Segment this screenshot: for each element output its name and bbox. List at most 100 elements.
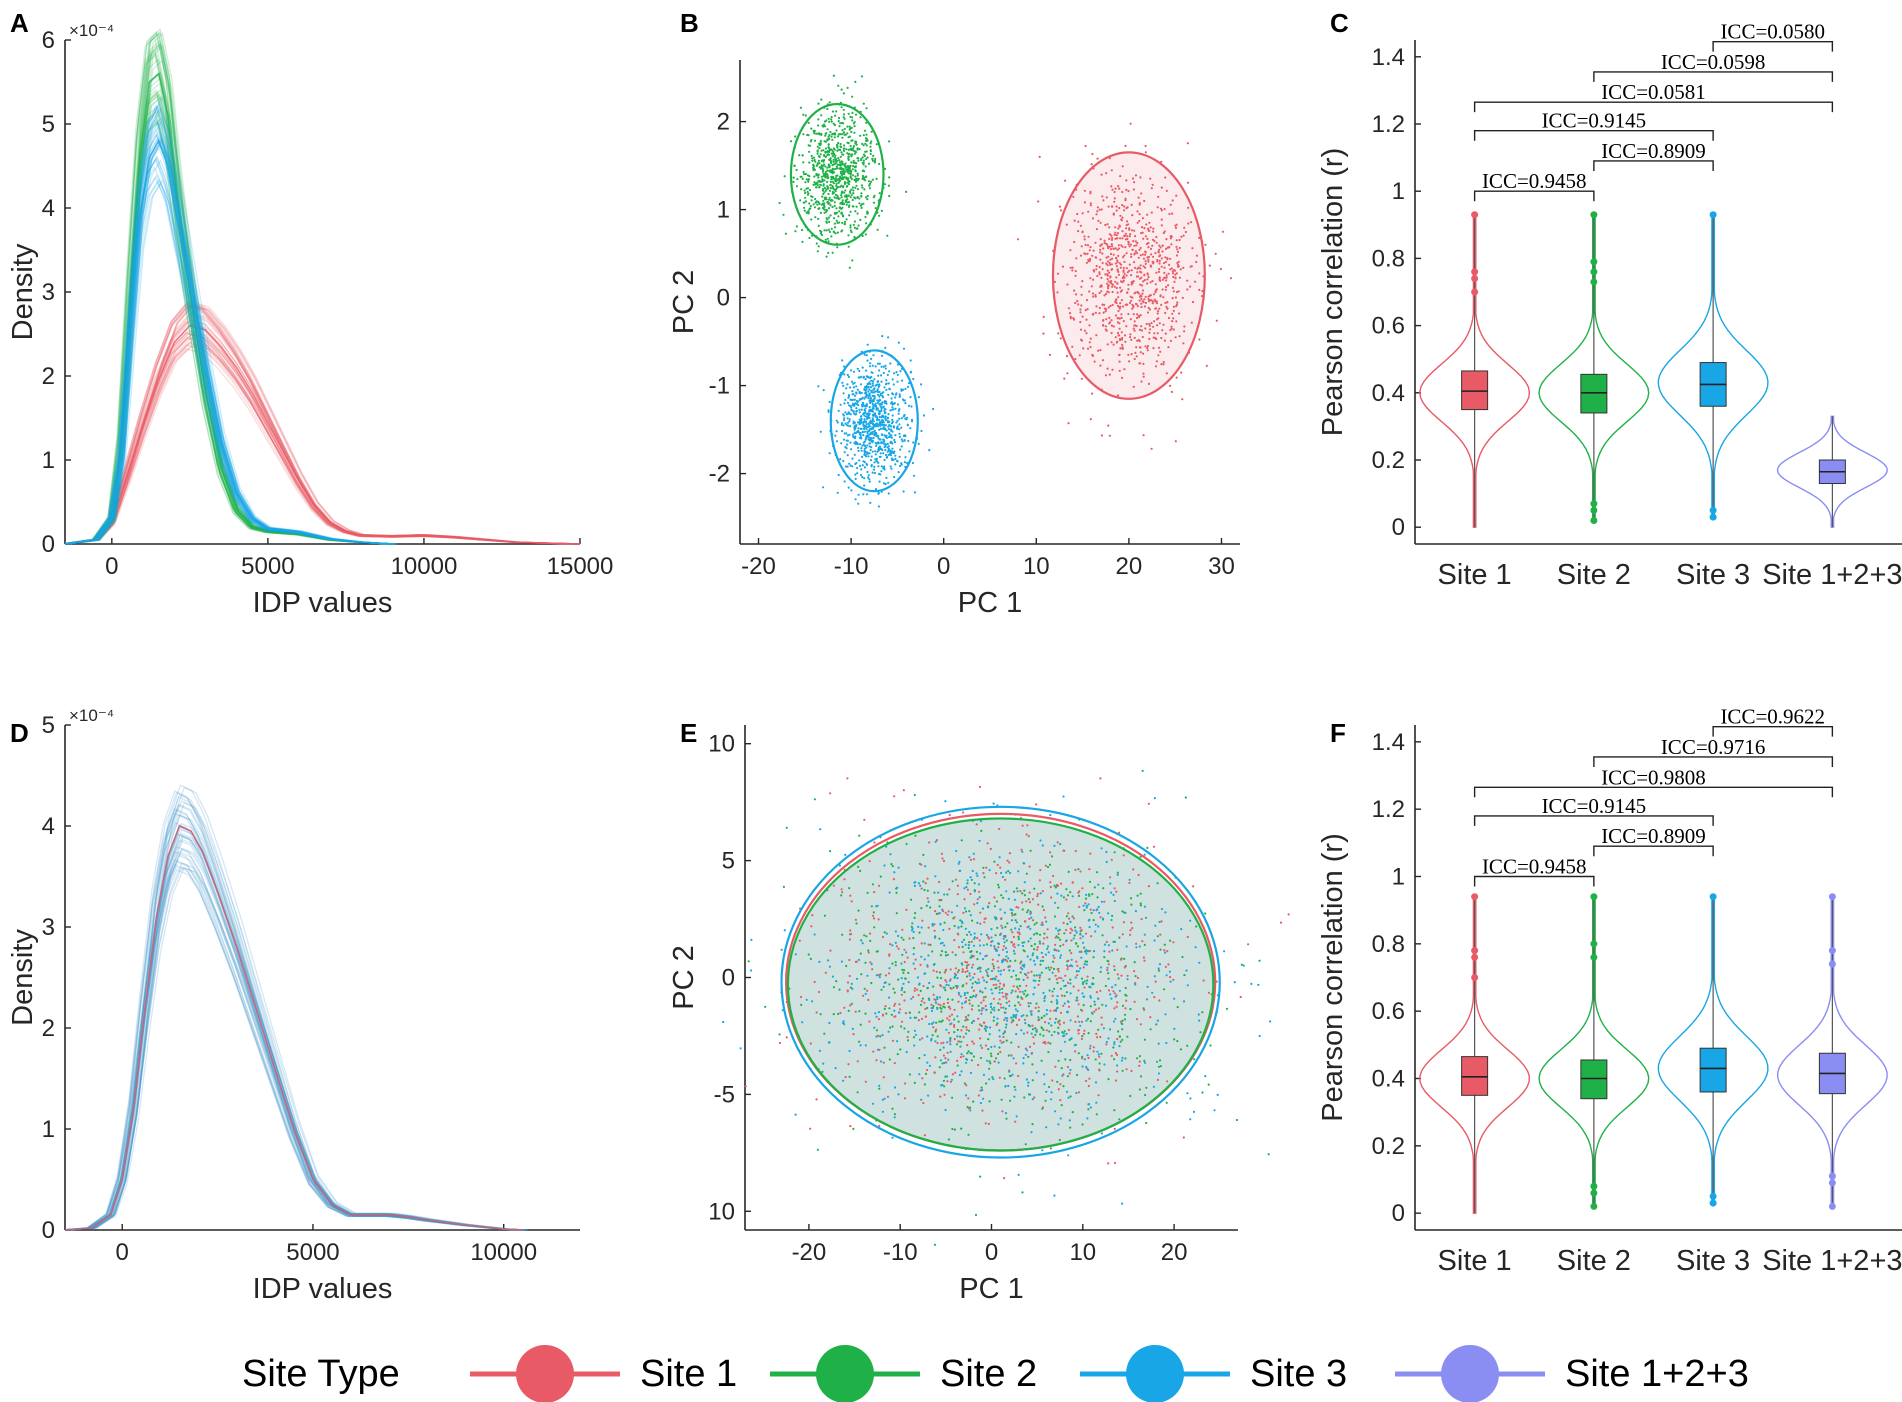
scatter-point bbox=[995, 975, 998, 978]
scatter-point bbox=[1104, 1004, 1108, 1007]
scatter-point bbox=[879, 427, 882, 430]
scatter-point bbox=[1095, 991, 1098, 994]
scatter-point bbox=[846, 981, 850, 984]
scatter-point bbox=[906, 461, 909, 465]
scatter-point bbox=[904, 1012, 908, 1015]
scatter-point bbox=[806, 190, 809, 194]
scatter-point bbox=[863, 397, 866, 400]
scatter-point bbox=[942, 928, 945, 932]
scatter-point bbox=[847, 394, 851, 397]
scatter-point bbox=[1053, 844, 1056, 848]
scatter-point bbox=[979, 970, 982, 973]
scatter-point bbox=[1106, 966, 1109, 969]
scatter-point bbox=[884, 383, 888, 386]
scatter-point bbox=[1074, 270, 1077, 273]
scatter-point bbox=[1174, 296, 1177, 299]
scatter-point bbox=[969, 950, 972, 954]
scatter-point bbox=[1023, 992, 1026, 996]
scatter-point bbox=[1036, 955, 1039, 958]
scatter-point bbox=[1086, 1017, 1090, 1020]
scatter-point bbox=[870, 180, 873, 183]
scatter-point bbox=[972, 852, 975, 855]
scatter-point bbox=[1106, 290, 1109, 293]
scatter-point bbox=[861, 431, 865, 434]
scatter-point bbox=[1041, 890, 1044, 893]
scatter-point bbox=[831, 110, 835, 113]
scatter-point bbox=[813, 798, 817, 801]
scatter-point bbox=[872, 407, 875, 410]
scatter-point bbox=[836, 149, 839, 152]
scatter-point bbox=[1170, 235, 1173, 238]
scatter-point bbox=[1098, 1068, 1101, 1071]
scatter-point bbox=[1144, 295, 1147, 298]
scatter-point bbox=[1121, 1202, 1124, 1205]
y-tick-label: 6 bbox=[42, 27, 55, 54]
scatter-point bbox=[951, 1096, 954, 1099]
scatter-point bbox=[1176, 1040, 1179, 1043]
scatter-point bbox=[878, 412, 881, 415]
scatter-point bbox=[982, 999, 985, 1002]
scatter-point bbox=[1115, 1053, 1119, 1056]
scatter-point bbox=[1097, 349, 1100, 352]
scatter-point bbox=[827, 409, 830, 412]
scatter-point bbox=[1093, 1003, 1096, 1006]
scatter-point bbox=[1117, 247, 1120, 250]
scatter-point bbox=[887, 184, 891, 187]
scatter-point bbox=[824, 134, 827, 137]
scatter-point bbox=[828, 965, 832, 968]
scatter-point bbox=[1016, 996, 1019, 999]
scatter-point bbox=[848, 135, 852, 138]
scatter-point bbox=[1145, 223, 1148, 226]
scatter-point bbox=[1156, 935, 1159, 938]
scatter-point bbox=[1126, 271, 1129, 274]
scatter-point bbox=[858, 834, 861, 837]
scatter-point bbox=[889, 1026, 892, 1029]
scatter-point bbox=[852, 1033, 855, 1036]
scatter-point bbox=[1116, 873, 1119, 877]
scatter-point bbox=[993, 896, 996, 899]
scatter-point bbox=[1148, 337, 1151, 340]
scatter-point bbox=[847, 157, 850, 160]
scatter-point bbox=[1172, 309, 1175, 312]
scatter-point bbox=[896, 425, 899, 428]
scatter-point bbox=[809, 1127, 812, 1130]
scatter-point bbox=[1069, 920, 1072, 924]
scatter-point bbox=[918, 1073, 921, 1076]
scatter-point bbox=[1112, 343, 1115, 346]
scatter-point bbox=[868, 478, 871, 481]
scatter-point bbox=[1043, 997, 1046, 1000]
scatter-point bbox=[1143, 943, 1146, 947]
scatter-point bbox=[1063, 1030, 1066, 1033]
scatter-point bbox=[897, 341, 900, 344]
scatter-point bbox=[1120, 974, 1123, 977]
scatter-point bbox=[827, 410, 830, 413]
scatter-point bbox=[865, 222, 868, 225]
scatter-point bbox=[1242, 964, 1245, 967]
scatter-point bbox=[1158, 268, 1161, 271]
scatter-point bbox=[832, 147, 836, 150]
scatter-point bbox=[828, 452, 831, 455]
scatter-point bbox=[1133, 336, 1136, 339]
scatter-point bbox=[884, 974, 888, 977]
scatter-point bbox=[904, 402, 907, 405]
scatter-point bbox=[1139, 264, 1142, 267]
scatter-point bbox=[956, 971, 959, 974]
density-curve-site-1 bbox=[67, 344, 580, 545]
scatter-point bbox=[904, 417, 907, 420]
scatter-point bbox=[830, 175, 833, 178]
scatter-point bbox=[850, 900, 853, 903]
scatter-point bbox=[863, 425, 866, 428]
scatter-point bbox=[819, 828, 822, 831]
scatter-point bbox=[1034, 979, 1037, 982]
scatter-point bbox=[903, 1097, 907, 1100]
scatter-point bbox=[1099, 251, 1102, 254]
scatter-point bbox=[1171, 212, 1174, 215]
scatter-point bbox=[848, 1049, 851, 1053]
scatter-point bbox=[890, 450, 893, 453]
scatter-point bbox=[1135, 942, 1138, 945]
scatter-point bbox=[879, 875, 882, 878]
scatter-point bbox=[1105, 262, 1108, 265]
density-curve-harmonized bbox=[65, 814, 522, 1231]
scatter-point bbox=[907, 981, 910, 984]
scatter-point bbox=[1090, 1011, 1094, 1014]
